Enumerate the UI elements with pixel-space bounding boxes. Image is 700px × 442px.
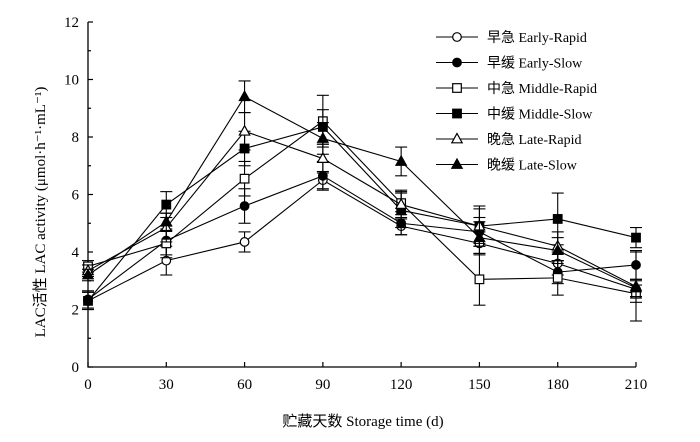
x-tick-label: 150 [468, 377, 491, 393]
series-line [87, 175, 637, 300]
data-point [238, 124, 251, 136]
data-point [552, 214, 563, 224]
legend-label: 早缓 Early-Slow [487, 56, 583, 72]
legend-entry-4: 中缓 Middle-Slow [436, 107, 593, 123]
y-tick-label: 12 [64, 15, 79, 31]
data-point [160, 215, 173, 227]
legend-label: 早急 Early-Rapid [487, 30, 587, 46]
data-point [394, 154, 408, 166]
y-tick-label: 10 [64, 73, 79, 89]
series-line [87, 126, 637, 302]
axis-lines [87, 22, 636, 368]
legend-marker [450, 157, 464, 169]
legend-entry-2: 早缓 Early-Slow [436, 56, 583, 72]
plot-area [81, 80, 643, 322]
legend-entry-6: 晚缓 Late-Slow [436, 158, 578, 174]
data-point [629, 281, 643, 293]
legend-label: 中缓 Middle-Slow [487, 107, 593, 123]
legend-marker [452, 108, 462, 119]
legend-marker [452, 32, 462, 42]
legend-entry-1: 早急 Early-Rapid [436, 30, 587, 46]
legend-marker [452, 83, 462, 93]
y-axis-label: LAC活性 LAC activity (μmol·h⁻¹·mL⁻¹) [32, 87, 49, 338]
data-point [552, 272, 563, 283]
legend: 早急 Early-Rapid 早缓 Early-Slow 中急 Middle-Rap… [436, 30, 597, 174]
x-tick-label: 210 [625, 377, 648, 393]
data-point [474, 274, 485, 285]
x-tick-label: 90 [315, 377, 330, 393]
legend-label: 晚缓 Late-Slow [487, 158, 578, 174]
series-line [87, 179, 637, 302]
legend-marker [450, 132, 464, 144]
data-point [239, 237, 250, 247]
x-tick-label: 60 [237, 377, 252, 393]
x-tick-label: 120 [390, 377, 413, 393]
legend-entry-5: 晚急 Late-Rapid [436, 132, 581, 148]
legend-label: 晚急 Late-Rapid [487, 132, 581, 148]
y-tick-label: 6 [72, 188, 80, 204]
series-line [87, 96, 637, 289]
x-axis-label: 贮藏天数 Storage time (d) [282, 413, 443, 430]
legend-marker [452, 57, 462, 68]
y-tick-label: 4 [72, 245, 80, 261]
data-point [316, 131, 330, 143]
x-tick-label: 180 [546, 377, 569, 393]
data-point [161, 199, 172, 210]
x-tick-label: 30 [159, 377, 174, 393]
y-tick-label: 0 [72, 360, 80, 376]
legend-label: 中急 Middle-Rapid [487, 81, 597, 97]
data-point [238, 90, 251, 102]
y-tick-label: 2 [72, 303, 80, 319]
data-point [83, 295, 93, 306]
legend-entry-3: 中急 Middle-Rapid [436, 81, 597, 97]
data-point [473, 230, 486, 243]
data-point [631, 232, 641, 243]
data-point [239, 173, 250, 184]
data-point [239, 201, 250, 211]
axes: 0 30 60 90 120 150 180 210 0 2 4 6 8 10 12 [64, 15, 647, 393]
series-line [87, 130, 637, 287]
series-6 [81, 80, 643, 298]
series-line [87, 120, 637, 295]
data-point [394, 197, 408, 209]
data-point [81, 268, 95, 280]
x-tick-label: 0 [84, 377, 92, 393]
y-tick-label: 8 [72, 130, 80, 146]
data-point [551, 243, 564, 255]
data-point [316, 151, 330, 163]
